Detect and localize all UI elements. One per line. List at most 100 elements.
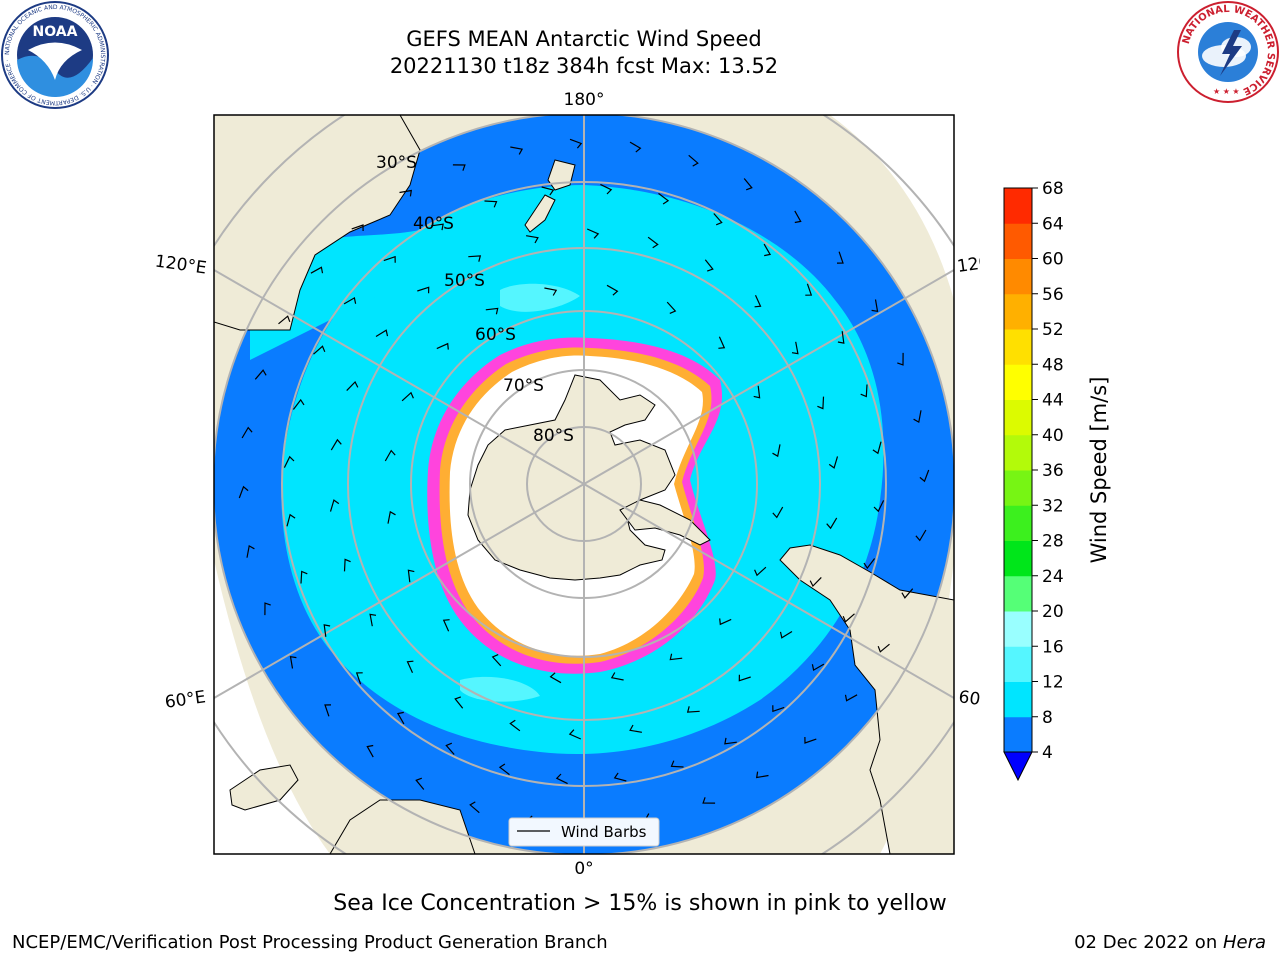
wind-barb: [837, 331, 845, 344]
colorbar-label: Wind Speed [m/s]: [1087, 377, 1111, 564]
outer-white-area: [830, 115, 954, 300]
wind-barb: [525, 235, 539, 244]
wind-barb: [292, 398, 305, 410]
wind-barb: [541, 186, 555, 196]
wind-barb: [401, 391, 414, 402]
wind-barb: [613, 772, 627, 782]
wind-barb: [369, 613, 377, 627]
meridian-120e-60w: [214, 269, 954, 699]
wind-barb: [289, 655, 297, 669]
wind-barb: [686, 706, 700, 713]
sea-ice-caption: Sea Ice Concentration > 15% is shown in …: [333, 891, 947, 916]
wind-barb: [738, 674, 751, 682]
wind-barb: [860, 384, 868, 398]
wind-barb: [809, 576, 822, 588]
wind-barb: [407, 569, 415, 583]
wind-barb: [772, 444, 781, 458]
colorbar-swatch: [1004, 646, 1032, 682]
lon-label-60w: 60°W: [957, 687, 980, 713]
lat-label-50s: 50°S: [444, 271, 485, 291]
colorbar-swatch: [1004, 505, 1032, 541]
wind-barb: [688, 154, 699, 167]
wind-barb: [826, 517, 838, 530]
wind-barb: [724, 737, 737, 745]
wind-barb: [754, 295, 762, 308]
colorbar-swatch: [1004, 223, 1032, 259]
wind-barb: [406, 660, 414, 673]
colorbar-tick-label: 24: [1042, 567, 1064, 587]
madagascar-land: [229, 764, 299, 811]
wind-barb: [313, 345, 326, 355]
wind-barb: [647, 236, 659, 249]
wind-barb: [491, 654, 502, 667]
wind-barb: [544, 287, 558, 296]
colorbar-swatch: [1004, 258, 1032, 295]
wind-barb: [415, 777, 425, 790]
colorbar-tick-label: 64: [1042, 214, 1064, 234]
polar-map: 180° 0° 120°E 120°W 60°E 60°W 30°S 40°S …: [154, 90, 980, 879]
colorbar-tick-label: 8: [1042, 708, 1053, 728]
wind-barb: [828, 456, 839, 469]
colorbar-swatch: [1004, 399, 1032, 436]
lat-label-60s: 60°S: [475, 325, 516, 345]
wind-barb: [670, 760, 684, 768]
wind-barb: [772, 705, 785, 713]
wind-barb: [842, 613, 855, 623]
wind-barb: [836, 251, 844, 264]
wind-barb: [452, 164, 466, 171]
wind-barb: [794, 210, 802, 224]
map-subtitle: 20221130 t18z 384h fcst Max: 13.52: [389, 54, 779, 78]
wind-barb: [246, 544, 255, 558]
wind-barb: [753, 385, 761, 399]
wind-barb: [610, 672, 624, 681]
wind-barb: [804, 736, 817, 744]
wind-barb: [877, 643, 890, 653]
colorbar-tick-label: 32: [1042, 496, 1064, 516]
wind-barb: [329, 499, 340, 512]
lat-label-70s: 70°S: [503, 376, 544, 396]
wind-barb: [754, 566, 767, 577]
wind-barb: [351, 224, 364, 232]
colorbar-tick-label: 12: [1042, 673, 1064, 693]
wind-barb: [791, 341, 799, 355]
wind-barb: [669, 653, 683, 661]
wind-barb: [346, 380, 359, 392]
wind-barb: [484, 200, 498, 208]
ocean-wind-high: [500, 283, 580, 312]
wind-barb: [666, 301, 677, 314]
wind-barb: [399, 189, 413, 197]
colorbar-swatch: [1004, 470, 1032, 506]
legend-label: Wind Barbs: [561, 823, 647, 841]
wind-barb: [600, 183, 613, 195]
wind-barb: [485, 307, 499, 315]
wind-barb: [704, 259, 714, 272]
colorbar-swatch: [1004, 188, 1032, 224]
wind-barb: [873, 500, 885, 513]
colorbar-swatch: [1004, 716, 1032, 753]
wind-barb: [811, 663, 825, 672]
wind-barb: [454, 696, 464, 709]
graticule: [214, 115, 954, 854]
wind-barb: [323, 624, 331, 637]
colorbar-tick-label: 48: [1042, 355, 1064, 375]
ocean-wind-mid: [250, 195, 530, 360]
wind-barb: [283, 455, 295, 468]
wind-barb: [278, 315, 291, 325]
wind-barb: [396, 711, 405, 725]
colorbar-tick-label: 36: [1042, 461, 1064, 481]
lon-label-120e: 120°E: [154, 252, 208, 279]
footer-machine: Hera: [1222, 932, 1266, 953]
wind-barb: [469, 801, 480, 814]
wind-barb: [779, 630, 793, 639]
wind-barb: [718, 336, 726, 349]
wind-barb: [702, 797, 716, 804]
lat-label-80s: 80°S: [533, 426, 574, 446]
wind-barb: [324, 704, 332, 717]
wind-barb: [330, 438, 342, 451]
wind-barb: [300, 570, 308, 584]
lon-label-120w: 120°W: [956, 249, 980, 277]
wind-barb: [606, 284, 619, 296]
wind-barb: [509, 719, 521, 732]
wind-barb: [343, 296, 357, 305]
wind-barb: [863, 558, 876, 570]
